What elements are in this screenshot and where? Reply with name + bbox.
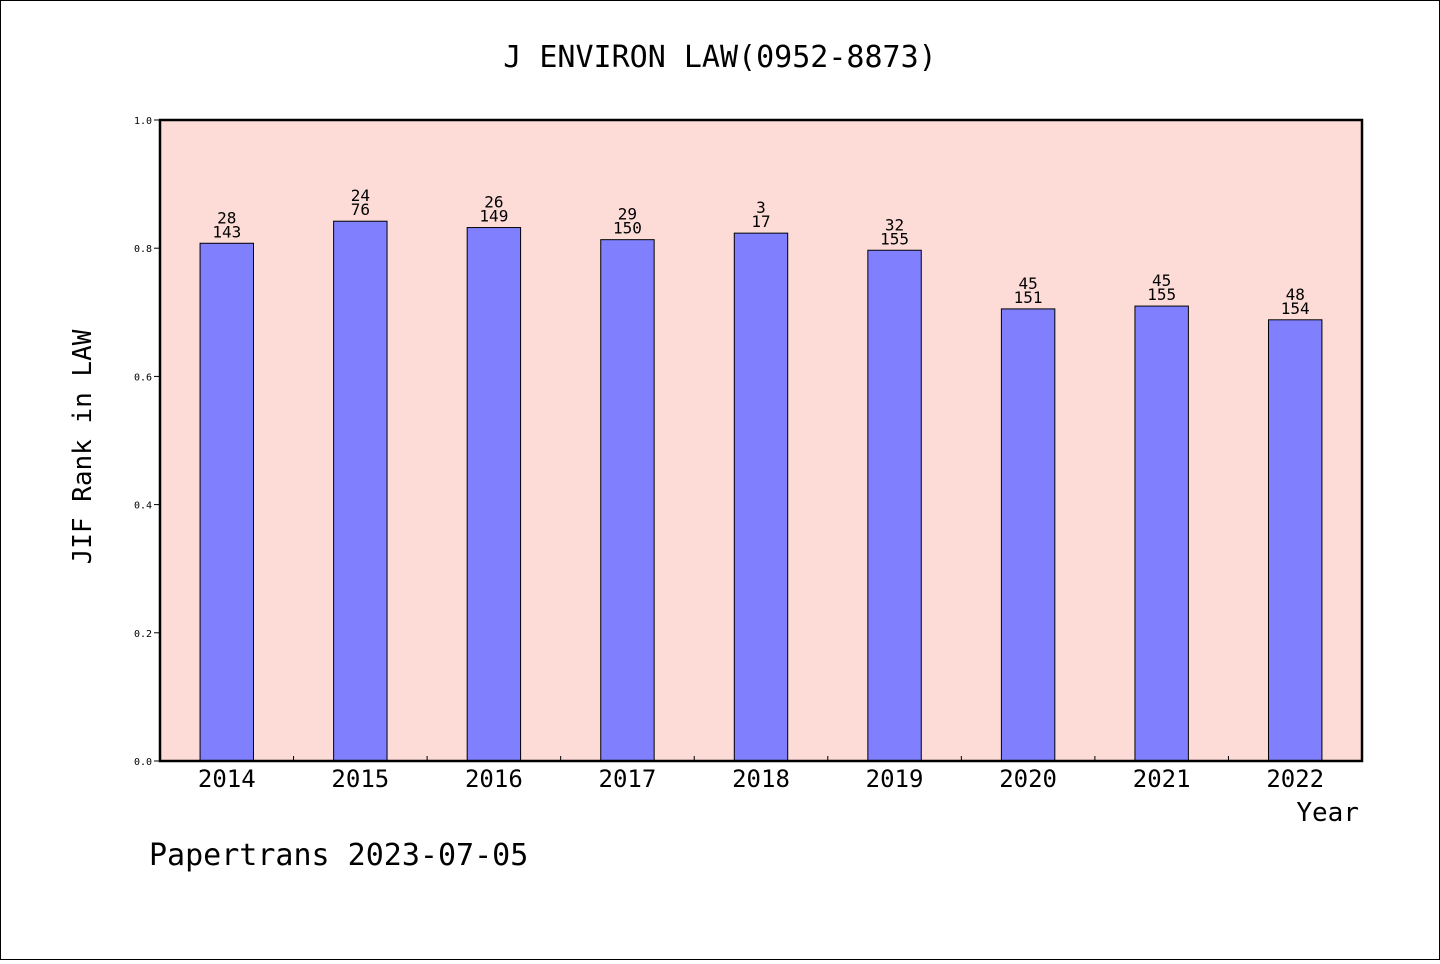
x-tick-label-2015: 2015 (331, 765, 389, 793)
footer-text: Papertrans 2023-07-05 (149, 838, 528, 873)
bar-rank-label-2018: 3 (756, 198, 766, 217)
x-tick-label-2021: 2021 (1133, 765, 1191, 793)
bar-rank-label-2015: 24 (351, 186, 370, 205)
bar-2016 (466, 227, 522, 762)
x-tick-label-2017: 2017 (599, 765, 657, 793)
chart-title: J ENVIRON LAW(0952-8873) (503, 40, 936, 75)
bar-total-label-2015: 76 (351, 200, 370, 219)
y-tick-label-0.6: 0.6 (134, 372, 152, 383)
y-tick-label-1.0: 1.0 (134, 116, 152, 127)
y-tick-label-0.2: 0.2 (134, 629, 152, 640)
bar-2014 (199, 242, 254, 762)
bar-rank-label-2021: 45 (1152, 271, 1171, 290)
bar-total-label-2021: 155 (1147, 285, 1176, 304)
x-tick-label-2018: 2018 (732, 765, 790, 793)
y-tick-label-0.8: 0.8 (134, 244, 152, 255)
x-tick-label-2019: 2019 (866, 765, 924, 793)
bar-total-label-2019: 155 (880, 229, 909, 248)
bar-rank-label-2020: 45 (1018, 274, 1037, 293)
x-tick-label-2020: 2020 (999, 765, 1057, 793)
bar-total-label-2014: 143 (212, 222, 241, 241)
bar-2022 (1268, 319, 1323, 762)
bar-rank-label-2017: 29 (618, 205, 637, 224)
y-tick-label-0.0: 0.0 (134, 757, 152, 768)
bar-2021 (1134, 305, 1189, 762)
plot-border (158, 118, 1364, 763)
x-tick-label-2022: 2022 (1266, 765, 1324, 793)
bar-total-label-2022: 154 (1281, 299, 1310, 318)
x-tick-label-2016: 2016 (465, 765, 523, 793)
bar-total-label-2020: 151 (1014, 288, 1043, 307)
bar-rank-label-2014: 28 (217, 208, 236, 227)
bar-2015 (333, 220, 388, 762)
bar-2020 (1000, 308, 1056, 762)
bar-2018 (733, 232, 789, 762)
x-axis-label: Year (1296, 798, 1359, 828)
bar-rank-label-2022: 48 (1286, 285, 1305, 304)
bar-total-label-2016: 149 (479, 207, 508, 226)
x-tick-label-2014: 2014 (198, 765, 256, 793)
y-axis-label: JIF Rank in LAW (68, 329, 98, 564)
y-tick-label-0.4: 0.4 (134, 501, 152, 512)
bar-rank-label-2019: 32 (885, 215, 904, 234)
bar-2017 (600, 239, 655, 762)
bar-rank-label-2016: 26 (484, 193, 503, 212)
bar-2019 (867, 249, 922, 762)
bar-total-label-2018: 17 (751, 212, 770, 231)
bar-total-label-2017: 150 (613, 219, 642, 238)
